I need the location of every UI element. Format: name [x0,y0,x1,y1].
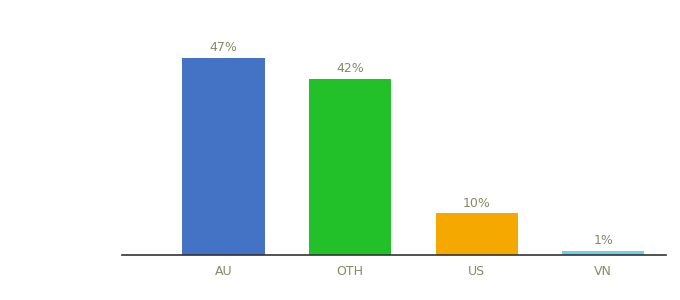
Text: 10%: 10% [462,196,490,210]
Text: 42%: 42% [336,62,364,75]
Text: 1%: 1% [593,234,613,248]
Bar [562,251,644,255]
Bar [435,213,517,255]
Text: 47%: 47% [209,41,237,54]
Bar [182,58,265,255]
Bar [309,79,391,255]
